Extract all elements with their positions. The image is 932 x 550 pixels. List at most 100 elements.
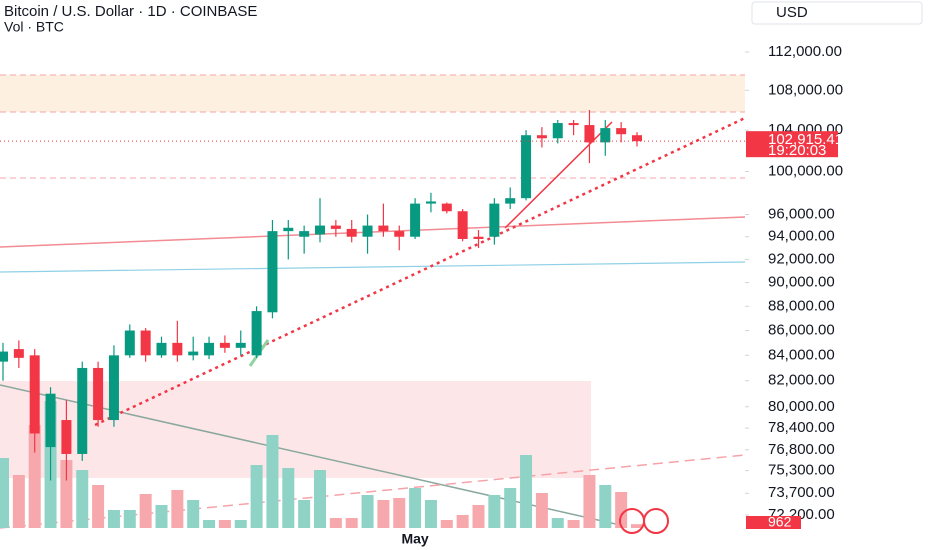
candle-body bbox=[378, 225, 389, 232]
candle-body bbox=[632, 135, 642, 142]
candle-body bbox=[251, 311, 262, 356]
candle-body bbox=[330, 225, 341, 229]
volume-label: 962 bbox=[768, 514, 792, 530]
volume-bar bbox=[361, 495, 374, 528]
volume-bar bbox=[409, 488, 422, 528]
volume-bar bbox=[171, 490, 184, 528]
y-tick-label: 76,800.00 bbox=[768, 441, 835, 458]
candle-body bbox=[45, 393, 56, 448]
currency[interactable]: USD bbox=[776, 4, 808, 21]
candle-body bbox=[346, 228, 357, 237]
volume-bar bbox=[314, 470, 326, 528]
candle-body bbox=[315, 225, 325, 235]
y-tick-label: 108,000.00 bbox=[768, 81, 843, 98]
candle-body bbox=[219, 342, 230, 348]
y-tick-label: 90,000.00 bbox=[768, 274, 835, 291]
volume-title: Vol · BTC bbox=[4, 19, 64, 35]
candle-body bbox=[394, 231, 405, 237]
volume-bar bbox=[504, 488, 517, 528]
volume-bar bbox=[345, 518, 358, 528]
candle-body bbox=[457, 211, 468, 239]
volume-bar bbox=[250, 465, 263, 528]
candle-body bbox=[61, 420, 72, 454]
candle-body bbox=[600, 128, 611, 143]
y-tick-label: 92,000.00 bbox=[768, 250, 835, 267]
x-tick-label: May bbox=[401, 531, 428, 547]
candle-body bbox=[235, 342, 246, 348]
y-tick-label: 84,000.00 bbox=[768, 346, 835, 363]
candle-body bbox=[410, 203, 421, 237]
y-tick-label: 78,400.00 bbox=[768, 419, 835, 436]
volume-bar bbox=[12, 475, 25, 528]
volume-bar bbox=[631, 524, 643, 528]
candle-body bbox=[267, 231, 278, 313]
volume-bar bbox=[266, 435, 279, 528]
candle-body bbox=[156, 342, 167, 356]
trend-line bbox=[94, 116, 746, 427]
candle-body bbox=[0, 351, 8, 362]
candle-body bbox=[188, 351, 199, 356]
candle-body bbox=[108, 355, 119, 421]
y-tick-label: 75,300.00 bbox=[768, 462, 835, 479]
candle-body bbox=[489, 203, 500, 237]
candle-body bbox=[536, 135, 547, 139]
candle-body bbox=[283, 227, 294, 232]
trend-line bbox=[0, 384, 621, 526]
currency-box[interactable] bbox=[751, 1, 923, 25]
resistance-zone bbox=[0, 75, 745, 112]
volume-bar bbox=[535, 493, 548, 528]
y-tick-label: 80,000.00 bbox=[768, 398, 835, 415]
volume-bar bbox=[234, 520, 247, 528]
volume-bar bbox=[218, 520, 231, 528]
candle-body bbox=[616, 128, 627, 135]
candle-body bbox=[140, 330, 151, 356]
volume-bar bbox=[155, 505, 168, 528]
volume-label-box bbox=[746, 516, 801, 529]
volume-bar bbox=[599, 485, 612, 528]
y-tick-label: 82,000.00 bbox=[768, 372, 835, 389]
volume-bar bbox=[139, 494, 152, 528]
candle-body bbox=[204, 342, 215, 356]
volume-bar bbox=[567, 520, 580, 528]
y-tick-label: 86,000.00 bbox=[768, 321, 835, 338]
y-tick-label: 100,000.00 bbox=[768, 162, 843, 179]
volume-bar bbox=[107, 510, 120, 528]
support-zone bbox=[0, 381, 591, 478]
y-tick-label: 94,000.00 bbox=[768, 228, 835, 245]
price-axis: 112,000.00108,000.00104,000.00100,000.00… bbox=[745, 43, 843, 523]
volume-bar bbox=[520, 455, 533, 528]
candle-body bbox=[552, 123, 563, 139]
candle-body bbox=[77, 367, 88, 454]
volume-bar bbox=[329, 518, 342, 528]
volume-bar bbox=[440, 520, 453, 528]
volume-bar bbox=[456, 515, 469, 528]
candle-body bbox=[584, 125, 595, 143]
volume-bar bbox=[92, 485, 105, 528]
candle-body bbox=[362, 225, 373, 237]
volume-bar bbox=[203, 520, 216, 528]
y-tick-label: 112,000.00 bbox=[768, 43, 842, 60]
countdown: 19:20:03 bbox=[768, 142, 826, 159]
last-price-box bbox=[746, 131, 838, 158]
y-tick-label: 73,700.00 bbox=[768, 484, 835, 501]
candle-body bbox=[505, 198, 516, 204]
candle-body bbox=[299, 231, 310, 237]
candle-body bbox=[13, 349, 24, 358]
y-tick-label: 88,000.00 bbox=[768, 297, 835, 314]
volume-bar bbox=[615, 492, 628, 528]
volume-bar bbox=[393, 498, 406, 528]
candle-body bbox=[172, 342, 183, 356]
event-icon[interactable] bbox=[643, 508, 669, 534]
volume-bar bbox=[282, 468, 295, 528]
candle-body bbox=[441, 203, 452, 212]
volume-bar bbox=[0, 458, 9, 528]
volume-bar bbox=[488, 495, 501, 528]
volume-bar bbox=[76, 470, 89, 528]
trend-line bbox=[0, 454, 746, 529]
chart-title: Bitcoin / U.S. Dollar · 1D · COINBASE bbox=[4, 3, 257, 20]
last-price-label: 102,915.41 bbox=[768, 131, 843, 148]
trend-line bbox=[0, 261, 746, 273]
volume-bar bbox=[424, 500, 437, 528]
candle-body bbox=[568, 123, 579, 126]
